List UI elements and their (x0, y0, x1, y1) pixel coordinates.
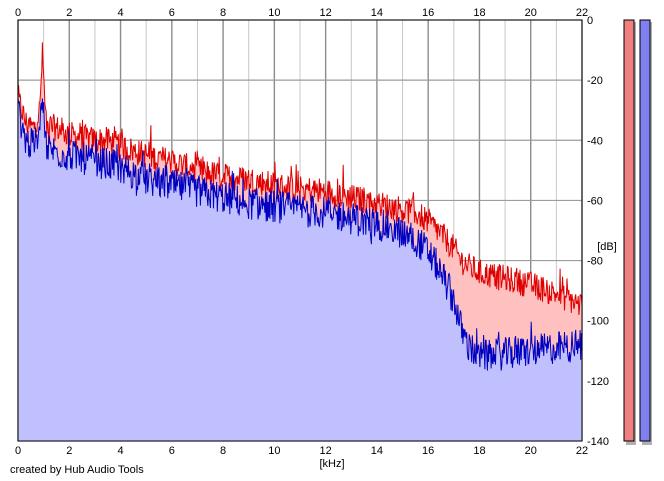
plot-frame (17, 19, 583, 442)
x-tick-label-bottom: 14 (371, 445, 383, 457)
y-tick-label: -60 (587, 195, 603, 207)
x-tick-label-top: 14 (371, 7, 383, 19)
x-tick-label-top: 10 (268, 7, 280, 19)
y-axis-label: [dB] (597, 241, 617, 253)
y-tick-label: -80 (587, 256, 603, 268)
x-tick-label-top: 0 (15, 7, 21, 19)
y-tick-label: 0 (587, 15, 593, 27)
x-tick-label-top: 18 (473, 7, 485, 19)
x-tick-label-top: 20 (525, 7, 537, 19)
x-axis-label: [kHz] (319, 458, 344, 470)
x-tick-label-bottom: 18 (473, 445, 485, 457)
x-tick-labels-bottom: 0 2 4 6 8 10 12 14 16 18 20 22 (15, 445, 588, 457)
y-tick-label: -40 (587, 135, 603, 147)
y-tick-label: -20 (587, 75, 603, 87)
x-tick-label-top: 2 (66, 7, 72, 19)
x-tick-label-bottom: 10 (268, 445, 280, 457)
x-tick-label-bottom: 22 (576, 445, 588, 457)
x-tick-label-top: 8 (220, 7, 226, 19)
x-tick-label-bottom: 0 (15, 445, 21, 457)
x-tick-label-bottom: 8 (220, 445, 226, 457)
x-tick-labels-top: 0 2 4 6 8 10 12 14 16 18 20 22 (15, 7, 588, 19)
x-tick-label-top: 12 (320, 7, 332, 19)
x-tick-label-bottom: 2 (66, 445, 72, 457)
x-tick-label-top: 16 (422, 7, 434, 19)
level-meter-bar (623, 19, 635, 442)
level-meter-bar (639, 19, 651, 442)
x-tick-label-bottom: 16 (422, 445, 434, 457)
y-tick-labels: 0 -20 -40 -60 -80 -100 -120 -140 (587, 15, 609, 448)
x-tick-label-bottom: 12 (320, 445, 332, 457)
x-tick-label-bottom: 20 (525, 445, 537, 457)
y-tick-label: -100 (587, 316, 609, 328)
credit-text: created by Hub Audio Tools (10, 464, 144, 476)
x-tick-label-bottom: 6 (169, 445, 175, 457)
spectrum-lines (17, 42, 583, 371)
level-meters (623, 19, 652, 445)
series-2-line (17, 97, 583, 371)
x-tick-label-bottom: 4 (117, 445, 123, 457)
x-tick-label-top: 22 (576, 7, 588, 19)
y-tick-label: -120 (587, 376, 609, 388)
x-tick-label-top: 6 (169, 7, 175, 19)
x-tick-label-top: 4 (117, 7, 123, 19)
y-tick-label: -140 (587, 436, 609, 448)
